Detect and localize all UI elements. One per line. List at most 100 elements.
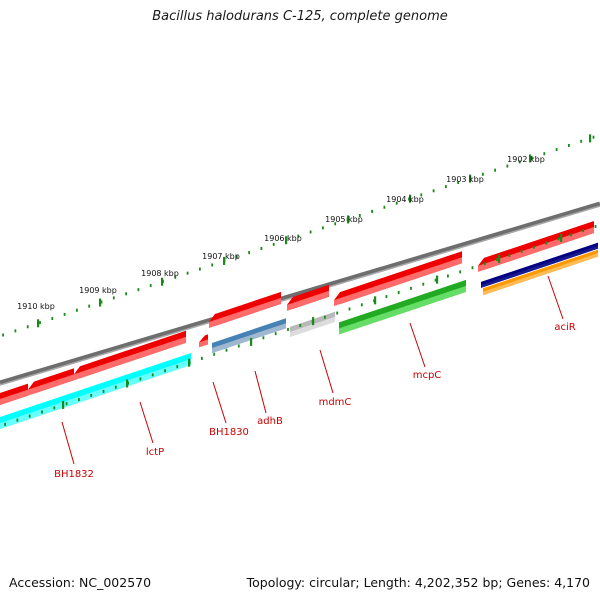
gene-lctp-shade — [74, 336, 186, 381]
feature-navy — [481, 242, 598, 288]
inner-tick-ring — [4, 225, 597, 426]
outer-tick-dot — [445, 185, 447, 189]
inner-tick-dot — [53, 406, 56, 410]
inner-tick-dot — [385, 295, 388, 299]
gene-acir — [478, 221, 594, 272]
inner-tick-dot — [570, 233, 572, 237]
feature-green — [339, 279, 466, 335]
inner-tick-dot — [360, 303, 363, 307]
label-leader — [409, 322, 426, 368]
outer-tick-dot — [383, 205, 386, 209]
inner-tick-dot — [90, 393, 93, 397]
outer-tick-major — [469, 174, 472, 183]
outer-tick-dot — [580, 139, 583, 143]
inner-tick-major — [498, 254, 501, 263]
outer-tick-dot — [186, 271, 189, 275]
gene-label-bh1832[interactable]: BH1832 — [54, 469, 94, 480]
forward-strand-genes — [0, 221, 594, 405]
outer-tick-dot — [481, 172, 484, 176]
inner-tick-dot — [582, 229, 585, 233]
inner-tick-major — [312, 317, 315, 326]
inner-tick-dot — [4, 422, 6, 426]
scale-label-1908: 1908 kbp — [141, 269, 179, 278]
outer-tick-dot — [112, 296, 115, 300]
outer-tick-major — [285, 236, 288, 245]
outer-tick-dot — [235, 255, 238, 259]
outer-tick-major — [37, 319, 40, 328]
outer-tick-major — [347, 215, 350, 224]
outer-tick-major — [409, 194, 412, 203]
genome-stats-text: Topology: circular; Length: 4,202,352 bp… — [246, 575, 590, 590]
outer-tick-dot — [199, 267, 201, 271]
outer-tick-dot — [395, 201, 398, 205]
inner-tick-major — [250, 337, 253, 346]
inner-tick-dot — [299, 323, 302, 327]
inner-tick-major — [560, 234, 563, 243]
inner-tick-dot — [139, 377, 142, 381]
outer-tick-dot — [174, 275, 177, 279]
inner-tick-dot — [557, 237, 560, 241]
outer-tick-dot — [149, 284, 152, 288]
accession-text: Accession: NC_002570 — [9, 575, 152, 590]
reverse-strand-features — [0, 242, 598, 429]
inner-tick-dot — [348, 307, 351, 311]
label-leader — [212, 381, 227, 424]
inner-tick-dot — [533, 245, 535, 249]
gene-label-bh1830[interactable]: BH1830 — [209, 427, 249, 438]
outer-tick-dot — [248, 251, 250, 255]
outer-tick-major — [161, 277, 164, 286]
inner-tick-dot — [102, 389, 105, 393]
outer-tick-dot — [358, 214, 361, 218]
inner-tick-dot — [447, 274, 449, 278]
outer-tick-dot — [518, 160, 521, 164]
inner-tick-dot — [422, 282, 425, 286]
outer-tick-dot — [555, 148, 558, 152]
inner-tick-dot — [274, 332, 277, 336]
gene-label-mdmc[interactable]: mdmC — [319, 397, 352, 408]
inner-tick-dot — [41, 410, 43, 414]
label-leader-lines — [61, 275, 564, 465]
scale-label-1910: 1910 kbp — [17, 302, 55, 311]
inner-tick-dot — [262, 336, 265, 340]
inner-tick-dot — [201, 356, 203, 360]
outer-tick-dot — [211, 263, 214, 267]
outer-tick-dot — [543, 152, 546, 156]
inner-tick-dot — [78, 398, 80, 402]
outer-tick-dot — [322, 226, 324, 230]
outer-tick-dot — [39, 321, 41, 325]
outer-tick-dot — [100, 300, 103, 304]
outer-tick-dot — [334, 222, 337, 226]
scale-label-1905: 1905 kbp — [325, 215, 363, 224]
gene-adhb — [209, 291, 281, 328]
gene-bh1832-a — [0, 383, 28, 405]
outer-tick-dot — [371, 209, 373, 213]
outer-tick-dot — [63, 312, 66, 316]
gene-label-mcpc[interactable]: mcpC — [413, 370, 442, 381]
feature-steelblue — [212, 318, 286, 353]
outer-tick-dot — [420, 193, 423, 197]
scale-label-1906: 1906 kbp — [264, 234, 302, 243]
gene-mcpc-shade — [334, 257, 462, 307]
outer-tick-dot — [506, 164, 509, 168]
inner-tick-dot — [28, 414, 31, 418]
inner-tick-major — [188, 358, 191, 367]
inner-tick-major — [436, 275, 439, 284]
label-leader — [547, 275, 564, 320]
outer-tick-major — [589, 134, 592, 143]
gene-label-adhb[interactable]: adhB — [257, 416, 283, 427]
outer-tick-dot — [51, 317, 54, 321]
outer-tick-dot — [26, 325, 29, 329]
feature-green-shade — [339, 285, 466, 335]
inner-tick-dot — [16, 418, 19, 422]
inner-tick-dot — [237, 344, 240, 348]
inner-tick-dot — [213, 352, 216, 356]
outer-tick-major — [99, 298, 102, 307]
outer-tick-dot — [272, 242, 275, 246]
outer-tick-dot — [260, 246, 263, 250]
feature-grey-shade — [290, 316, 335, 337]
gene-label-lctp[interactable]: lctP — [146, 447, 164, 458]
gene-adhb-shade — [209, 297, 281, 328]
gene-label-acir[interactable]: aciR — [554, 322, 575, 333]
outer-tick-dot — [137, 288, 140, 292]
